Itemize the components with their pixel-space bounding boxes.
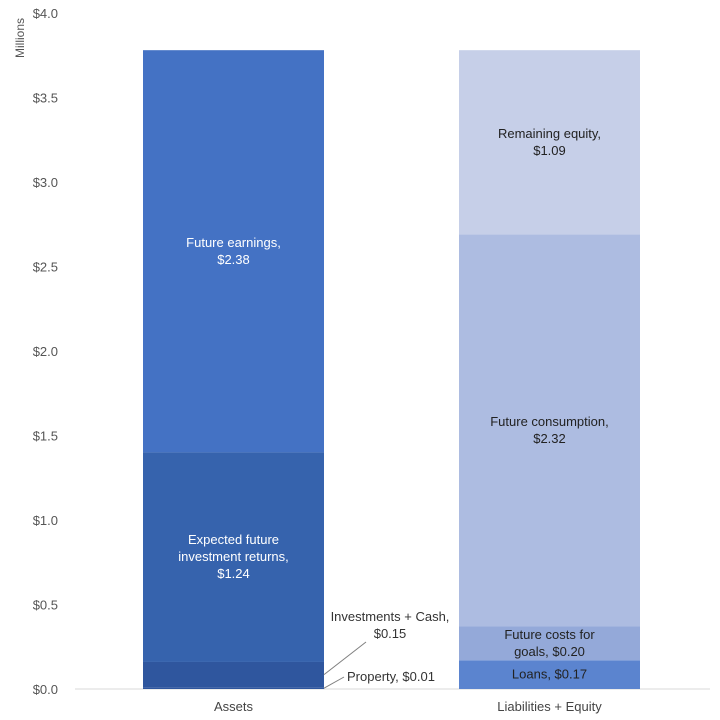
y-tick-label: $3.5 bbox=[33, 91, 58, 106]
bar-segment-loans bbox=[459, 660, 640, 689]
y-tick-label: $2.0 bbox=[33, 344, 58, 359]
x-category-label: Assets bbox=[214, 699, 254, 714]
callout-line-investments-cash bbox=[323, 641, 367, 676]
callout-label-property: Property, $0.01 bbox=[347, 669, 435, 684]
segment-label-loans: Loans, $0.17 bbox=[512, 667, 587, 682]
segment-label-remaining-equity: Remaining equity, $1.09 bbox=[498, 126, 601, 158]
y-tick-label: $0.0 bbox=[33, 682, 58, 697]
y-tick-label: $0.5 bbox=[33, 598, 58, 613]
y-axis-ticks: $0.0 $0.5 $1.0 $1.5 $2.0 $2.5 $3.0 $3.5 $4.0 bbox=[33, 6, 58, 697]
y-tick-label: $3.0 bbox=[33, 175, 58, 190]
x-category-label: Liabilities + Equity bbox=[497, 699, 602, 714]
bar-segment-investments-cash bbox=[143, 661, 324, 688]
callout-line-property bbox=[323, 676, 345, 689]
callout-label-investments-cash: Investments + Cash, $0.15 bbox=[331, 609, 450, 641]
bar-segment-expected-future-investment-returns bbox=[143, 452, 324, 662]
y-tick-label: $1.0 bbox=[33, 513, 58, 528]
y-axis-label: Millions bbox=[13, 18, 27, 58]
segment-label-future-costs-for-goals: Future costs for goals, $0.20 bbox=[504, 627, 595, 659]
bar-segment-future-earnings bbox=[143, 50, 324, 453]
segment-labels: Expected future investment returns, $1.24 F… bbox=[178, 126, 609, 689]
y-tick-label: $4.0 bbox=[33, 6, 58, 21]
segment-label-future-consumption: Future consumption, $2.32 bbox=[490, 414, 609, 446]
bar-segment-property bbox=[143, 687, 324, 689]
y-tick-label: $2.5 bbox=[33, 260, 58, 275]
bar-segment-future-consumption bbox=[459, 234, 640, 627]
bar-segment-future-costs-for-goals bbox=[459, 626, 640, 661]
y-tick-label: $1.5 bbox=[33, 429, 58, 444]
bar-segment-remaining-equity bbox=[459, 50, 640, 235]
x-axis-categories: Assets Liabilities + Equity bbox=[214, 699, 602, 714]
bars bbox=[143, 50, 640, 689]
segment-label-expected-future-investment-returns: Expected future investment returns, $1.24 bbox=[178, 532, 289, 581]
segment-label-future-earnings: Future earnings, $2.38 bbox=[186, 235, 281, 267]
